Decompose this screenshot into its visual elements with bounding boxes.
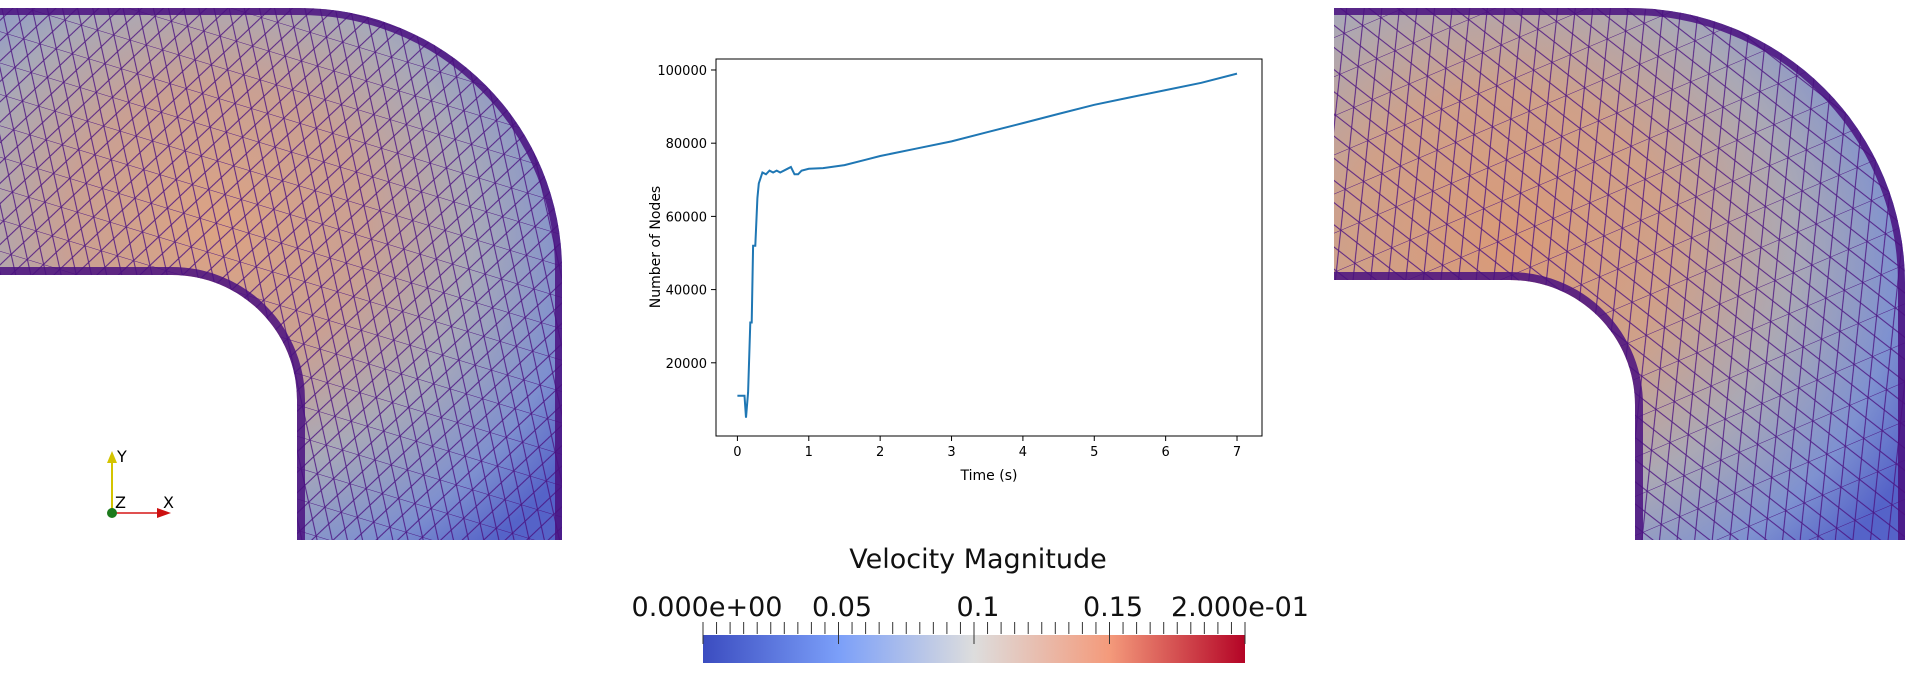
y-axis-arrow-icon [107, 451, 117, 463]
mesh-view-left[interactable]: Y Z X [0, 0, 570, 545]
y-tick-label: 40000 [666, 284, 707, 299]
x-axis-label: Time (s) [960, 468, 1018, 484]
axes-triad: Y Z X [107, 447, 174, 518]
velocity-colorbar: Velocity Magnitude 0.000e+00 0.05 0.1 0.… [620, 540, 1320, 676]
z-axis-dot-icon [107, 508, 117, 518]
x-axis-arrow-icon [157, 508, 171, 518]
axis-y-label: Y [116, 447, 127, 466]
pipe-bend-mesh-left [0, 8, 562, 540]
colorbar-label-min: 0.000e+00 [632, 592, 783, 623]
x-tick-label: 0 [733, 445, 741, 460]
x-tick-label: 3 [947, 445, 955, 460]
x-tick-label: 7 [1233, 445, 1241, 460]
axis-x-label: X [163, 493, 174, 512]
y-tick-label: 80000 [666, 137, 707, 152]
y-tick-label: 20000 [666, 357, 707, 372]
mesh-view-right[interactable] [1330, 0, 1913, 545]
colorbar-label-015: 0.15 [1083, 592, 1143, 623]
x-tick-label: 1 [805, 445, 813, 460]
y-tick-label: 100000 [657, 64, 707, 79]
colorbar-title: Velocity Magnitude [849, 544, 1107, 575]
ticks-group: 0 1 2 3 4 5 6 7 20000 40000 60000 80000 100000 [657, 64, 1241, 460]
y-tick-label: 60000 [666, 210, 707, 225]
x-tick-label: 5 [1090, 445, 1098, 460]
series-line [737, 72, 1238, 418]
x-tick-label: 4 [1019, 445, 1027, 460]
colorbar-label-01: 0.1 [957, 592, 1000, 623]
x-tick-label: 2 [876, 445, 884, 460]
colorbar-label-max: 2.000e-01 [1171, 592, 1309, 623]
plot-frame [715, 58, 1263, 437]
nodes-vs-time-chart: 0 1 2 3 4 5 6 7 20000 40000 60000 80000 100000 Time … [630, 45, 1280, 495]
pipe-bend-mesh-right [1334, 8, 1905, 540]
colorbar-svg: Velocity Magnitude 0.000e+00 0.05 0.1 0.… [632, 544, 1309, 663]
colorbar-ticks [702, 622, 1246, 644]
y-axis-label: Number of Nodes [648, 186, 664, 308]
axis-z-label: Z [115, 493, 126, 512]
x-tick-label: 6 [1162, 445, 1170, 460]
colorbar-label-005: 0.05 [812, 592, 872, 623]
chart-svg: 0 1 2 3 4 5 6 7 20000 40000 60000 80000 100000 Time … [648, 58, 1263, 484]
